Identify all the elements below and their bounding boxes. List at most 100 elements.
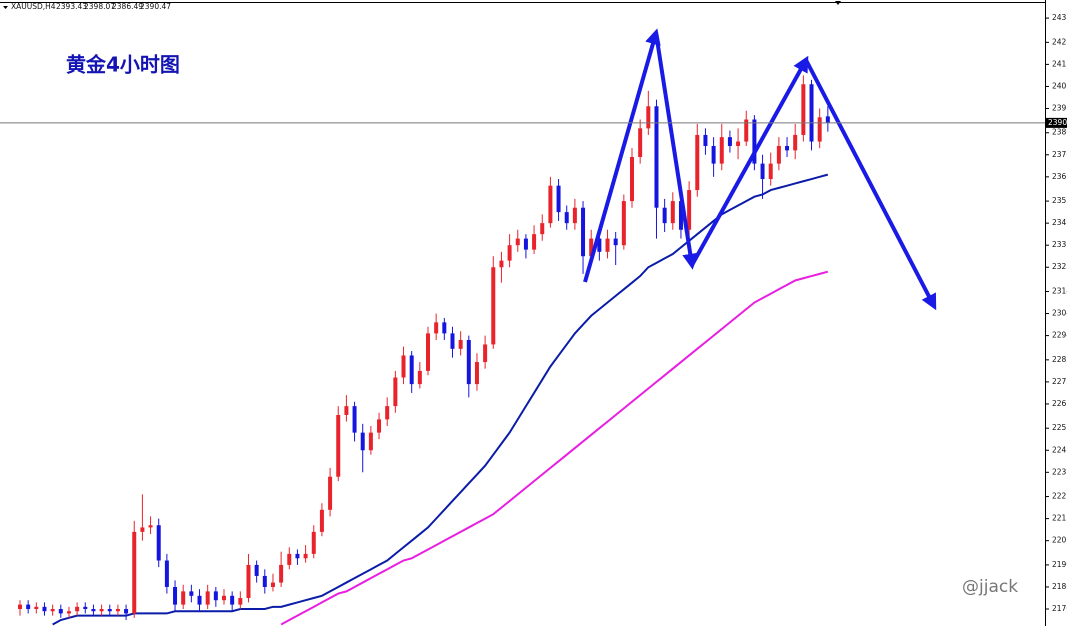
candle-body	[328, 476, 333, 510]
candle-body	[736, 141, 741, 146]
candle-body	[83, 606, 88, 610]
y-tick-label: 2211	[1052, 514, 1067, 523]
y-tick-label: 2190	[1052, 560, 1067, 569]
candle-body	[107, 609, 112, 612]
candle-body	[662, 207, 667, 224]
y-tick-label: 2294	[1052, 331, 1067, 340]
arrow-down-2	[804, 59, 937, 311]
y-tick-label: 2355	[1052, 196, 1067, 205]
candle-body	[785, 145, 790, 151]
y-tick-label: 2335	[1052, 240, 1067, 249]
candle-body	[434, 322, 439, 334]
candle-body	[205, 591, 210, 605]
candle-body	[189, 591, 194, 596]
candle-body	[262, 575, 267, 587]
candle-body	[621, 201, 626, 246]
candle-body	[687, 190, 692, 230]
candle-body	[213, 591, 218, 601]
candle-body	[678, 201, 683, 230]
candle-body	[26, 604, 31, 610]
candle-body	[719, 137, 724, 164]
candle-body	[760, 163, 765, 180]
candle-body	[91, 609, 96, 612]
candle-body	[442, 322, 447, 334]
y-tick-label: 2263	[1052, 399, 1067, 408]
candle-body	[654, 106, 659, 208]
header-close: 2390.47	[140, 2, 171, 11]
candle-body	[491, 267, 496, 345]
candle-body	[254, 564, 259, 576]
moving-average	[280, 270, 829, 626]
y-tick-label: 2376	[1052, 150, 1067, 159]
candle-body	[466, 340, 471, 385]
candle-body	[393, 377, 398, 407]
chart-title: 黄金4小时图	[66, 53, 180, 77]
y-tick-label: 2438	[1052, 13, 1067, 22]
candle-body	[311, 531, 316, 554]
candle-body	[426, 333, 430, 371]
candle-body	[474, 362, 479, 385]
y-tick-label: 2397	[1052, 103, 1067, 112]
candle-body	[132, 531, 137, 614]
candle-body	[646, 106, 651, 129]
candle-body	[336, 414, 341, 477]
candle-body	[638, 128, 643, 157]
candle-body	[385, 406, 390, 420]
candle-body	[499, 260, 504, 268]
y-tick-label: 2386	[1052, 128, 1067, 137]
candle-body	[319, 509, 324, 532]
current-price-label: 2390	[1048, 118, 1067, 127]
candle-body	[18, 604, 22, 610]
candle-body	[793, 134, 798, 151]
candle-body	[197, 595, 202, 605]
candle-body	[181, 591, 186, 605]
candle-body	[556, 185, 561, 213]
candle-body	[156, 525, 161, 561]
y-tick-label: 2283	[1052, 355, 1067, 364]
candle-body	[768, 163, 773, 180]
candle-body	[377, 419, 382, 433]
candle-body	[703, 134, 708, 146]
candle-body	[270, 582, 275, 587]
candle-body	[801, 84, 806, 135]
candle-body	[368, 432, 373, 451]
y-tick-label: 2170	[1052, 604, 1067, 613]
candle-body	[744, 119, 749, 142]
candle-body	[34, 606, 39, 610]
candle-body	[66, 611, 71, 614]
candle-body	[295, 553, 300, 559]
y-tick-label: 2427	[1052, 37, 1067, 46]
candle-body	[279, 564, 284, 583]
candle-body	[344, 406, 349, 415]
candle-body	[532, 234, 537, 250]
candle-body	[458, 340, 463, 349]
candle-body	[222, 595, 226, 601]
annotation-arrows	[583, 28, 937, 311]
header-high: 2398.07	[84, 2, 115, 11]
y-tick-label: 2304	[1052, 309, 1067, 318]
candle-body	[50, 609, 55, 612]
candle-body	[148, 525, 153, 528]
candle-body	[124, 609, 129, 614]
candle-body	[75, 606, 80, 612]
candle-body	[581, 207, 586, 257]
y-tick-label: 2366	[1052, 172, 1067, 181]
header-open: 2393.43	[56, 2, 87, 11]
candle-body	[515, 238, 520, 246]
candle-body	[540, 223, 545, 235]
candle-body	[115, 609, 120, 612]
candle-body	[711, 145, 716, 164]
candle-body	[605, 238, 610, 252]
y-tick-label: 2325	[1052, 262, 1067, 271]
arrow-up-1	[583, 28, 661, 283]
candle-body	[727, 137, 732, 146]
candle-body	[287, 553, 292, 565]
candle-body	[173, 586, 178, 605]
candle-body	[417, 370, 422, 385]
shift-marker	[835, 1, 841, 5]
